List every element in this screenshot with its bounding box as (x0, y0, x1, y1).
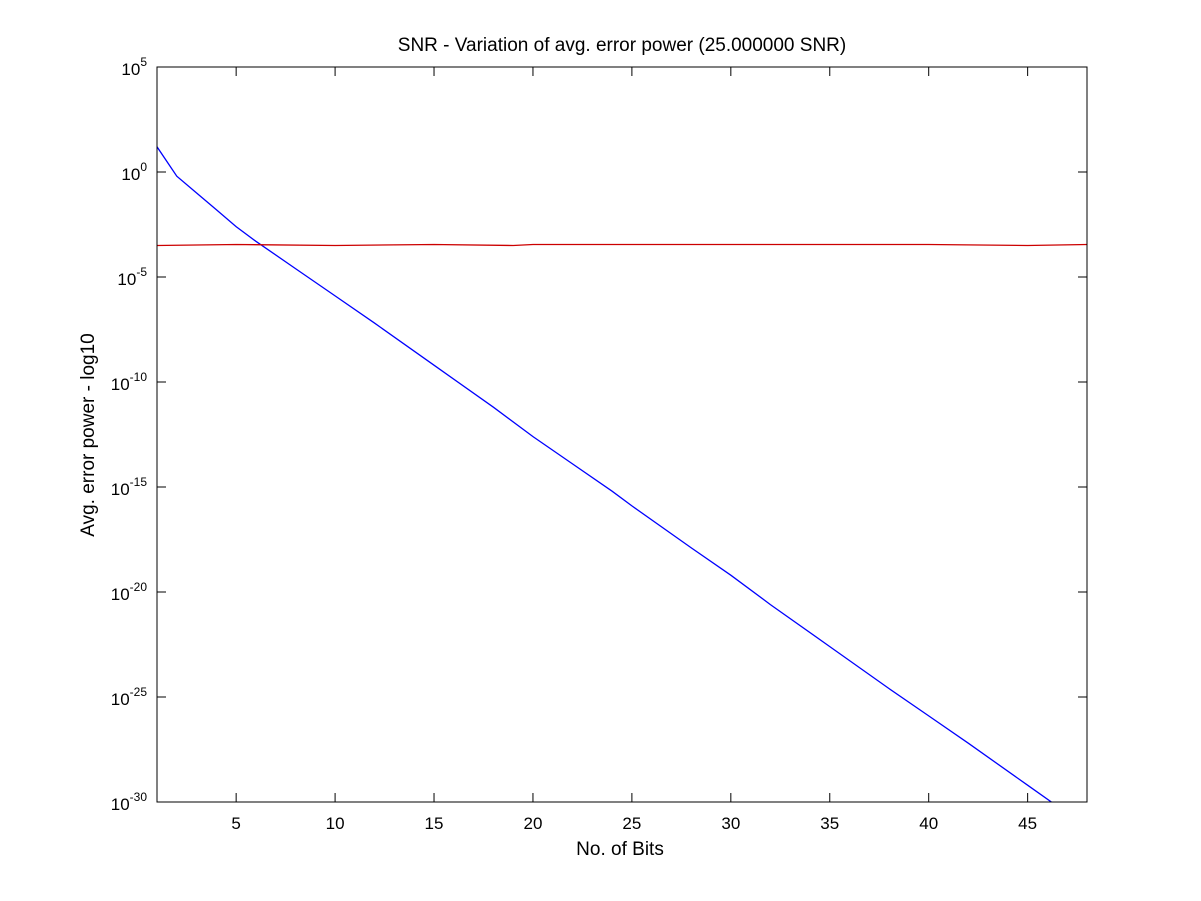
series-lines (157, 146, 1087, 802)
x-tick-label: 15 (425, 814, 444, 833)
y-tick-label: 100 (121, 160, 147, 184)
y-tick-label: 105 (121, 55, 147, 79)
x-tick-label: 25 (622, 814, 641, 833)
y-tick-label: 10-10 (111, 370, 148, 394)
y-tick-label: 10-20 (111, 580, 148, 604)
x-tick-label: 30 (721, 814, 740, 833)
y-tick-label: 10-30 (111, 790, 148, 814)
axes-box (156, 66, 1088, 803)
x-tick-label: 5 (231, 814, 240, 833)
x-tick-label: 40 (919, 814, 938, 833)
axes: 5 10 15 20 25 30 35 40 45 105 100 10-5 10-10 10-15 10-… (111, 55, 1088, 833)
x-axis-label: No. of Bits (576, 839, 664, 860)
y-tick-label: 10-15 (111, 475, 148, 499)
series-line-2 (157, 243, 1087, 247)
plot-area (157, 146, 1087, 802)
x-tick-label: 35 (820, 814, 839, 833)
x-tick-label: 45 (1018, 814, 1037, 833)
y-tick-label: 10-5 (117, 265, 147, 289)
chart-title: SNR - Variation of avg. error power (25.… (398, 35, 846, 56)
series-line-1 (157, 146, 1053, 802)
x-tick-label: 10 (326, 814, 345, 833)
y-axis-label: Avg. error power - log10 (78, 333, 99, 536)
y-tick-label: 10-25 (111, 685, 148, 709)
x-tick-label: 20 (523, 814, 542, 833)
